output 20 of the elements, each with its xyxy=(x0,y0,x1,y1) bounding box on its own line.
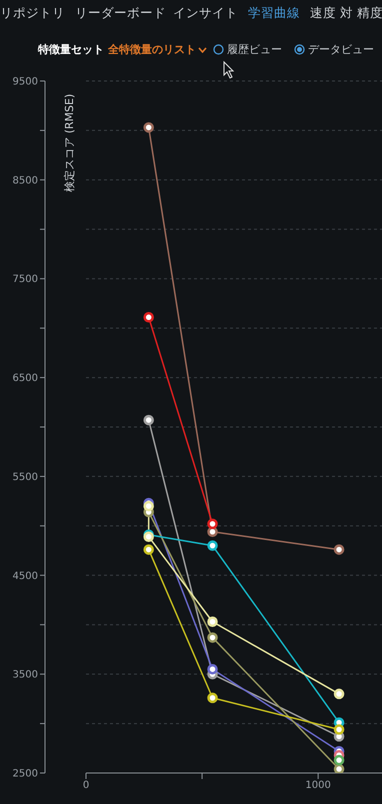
y-tick-label: 7500 xyxy=(12,274,38,286)
y-axis-title: 検定スコア (RMSE) xyxy=(62,94,77,192)
text: 学習曲線 xyxy=(248,5,300,22)
y-tick-label: 2500 xyxy=(12,768,38,780)
y-tick-label: 3500 xyxy=(12,670,38,681)
text: 特徴量セット xyxy=(38,42,104,57)
y-tick-label: 4500 xyxy=(12,570,38,582)
text: リーダーボード xyxy=(75,5,166,22)
text: 速度 対 精度 xyxy=(310,5,382,22)
x-tick-label: 1000 xyxy=(305,780,331,792)
text: 履歴ビュー xyxy=(227,42,282,57)
text: インサイト xyxy=(173,5,238,22)
y-tick-label: 5500 xyxy=(12,472,38,483)
y-tick-label: 9500 xyxy=(12,76,38,88)
y-tick-label: 8500 xyxy=(12,175,38,186)
text: 全特徴量のリスト xyxy=(108,42,196,57)
x-tick-label: 0 xyxy=(82,780,90,792)
y-tick-label: 6500 xyxy=(12,373,38,384)
text: データビュー xyxy=(308,42,374,57)
text: リポジトリ xyxy=(0,5,65,22)
